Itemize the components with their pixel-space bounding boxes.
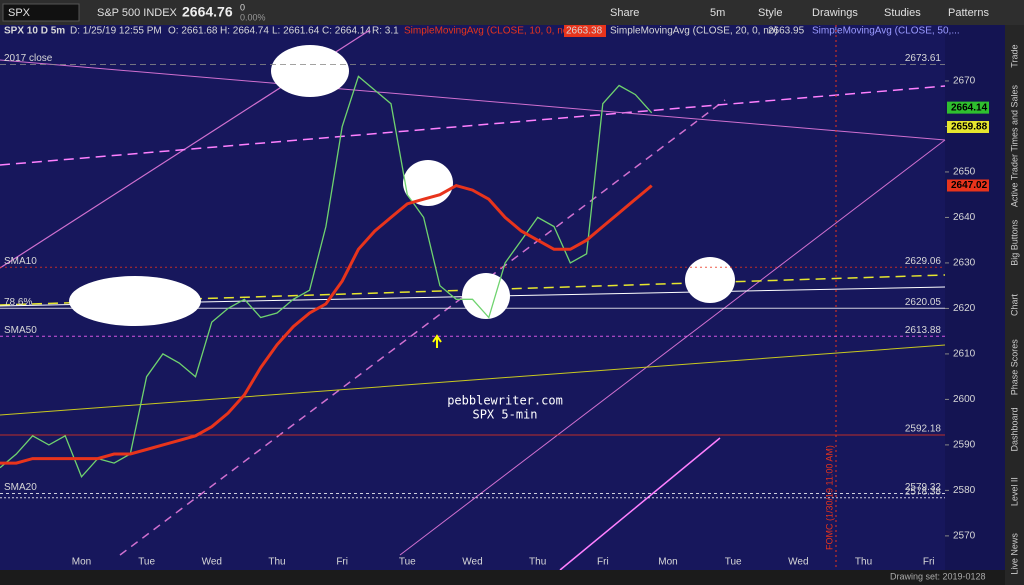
- level-value: 2579.32: [905, 482, 942, 493]
- side-tab[interactable]: Phase Scores: [1009, 339, 1019, 396]
- x-tick-label: Mon: [658, 557, 677, 568]
- footer: [0, 570, 1005, 585]
- price-marker: [947, 101, 989, 114]
- share-button[interactable]: Share: [610, 7, 639, 19]
- x-tick-label: Tue: [138, 557, 155, 568]
- study: SimpleMovingAvg (CLOSE, 20, 0, no): [610, 26, 778, 37]
- side-tab[interactable]: Chart: [1009, 294, 1019, 317]
- x-tick-label: Fri: [597, 557, 609, 568]
- y-tick-label: 2670: [953, 76, 976, 87]
- symbol[interactable]: SPX: [8, 7, 31, 19]
- x-tick-label: Tue: [399, 557, 416, 568]
- price-marker: [947, 120, 989, 133]
- close: C: 2664.14: [322, 26, 371, 37]
- y-tick-label: 2620: [953, 303, 976, 314]
- y-tick-label: 2640: [953, 212, 976, 223]
- drawings: [0, 25, 946, 571]
- study-value-bg: [564, 25, 606, 37]
- y-tick-label: 2610: [953, 349, 976, 360]
- last-price: 2664.76: [182, 4, 233, 20]
- header-line: SPX 10 D 5m D: 1/25/19 12:55 PM O: 2661.…: [4, 25, 960, 37]
- y-tick-label: 2630: [953, 258, 976, 269]
- interval-button[interactable]: 5m: [710, 7, 725, 19]
- annotation: SPX 5-min: [472, 408, 537, 422]
- x-tick-label: Fri: [923, 557, 935, 568]
- date: D: 1/25/19 12:55 PM: [70, 26, 162, 37]
- level-name: 2017 close: [4, 53, 53, 64]
- change: 0: [240, 2, 245, 12]
- x-tick-label: Thu: [529, 557, 546, 568]
- level-value: 2578.38: [905, 486, 942, 497]
- side-tab[interactable]: Dashboard: [1009, 407, 1019, 451]
- change-pct: 0.00%: [240, 12, 266, 22]
- x-tick-label: Thu: [268, 557, 285, 568]
- studies-button[interactable]: Studies: [884, 7, 921, 19]
- symbol-box[interactable]: [2, 3, 80, 22]
- x-tick-label: Tue: [725, 557, 742, 568]
- side-tabs: [1005, 25, 1024, 585]
- level-value: 2620.05: [905, 297, 942, 308]
- chart-name: SPX 10 D 5m: [4, 26, 65, 37]
- annotation: pebblewriter.com: [447, 394, 563, 408]
- description: S&P 500 INDEX: [97, 7, 178, 19]
- x-tick-label: Mon: [72, 557, 91, 568]
- level-value: 2673.61: [905, 53, 942, 64]
- level-name: SMA20: [4, 482, 37, 493]
- level-value: 2592.18: [905, 424, 942, 435]
- level-value: 2613.88: [905, 325, 942, 336]
- x-tick-label: Wed: [788, 557, 808, 568]
- open: O: 2661.68: [168, 26, 218, 37]
- study-value: 2663.95: [768, 26, 805, 37]
- price-marker-label: 2647.02: [951, 180, 988, 191]
- drawing-set: Drawing set: 2019-0128: [890, 571, 986, 581]
- low: L: 2661.64: [272, 26, 320, 37]
- y-tick-label: 2600: [953, 394, 976, 405]
- y-tick-label: 2650: [953, 167, 976, 178]
- patterns-button[interactable]: Patterns: [948, 7, 989, 19]
- series-line: [0, 75, 653, 479]
- x-tick-label: Wed: [462, 557, 482, 568]
- y-tick-label: 2570: [953, 531, 976, 542]
- style-button[interactable]: Style: [758, 7, 782, 19]
- level-name: 78.6%: [4, 297, 32, 308]
- range: R: 3.1: [372, 26, 399, 37]
- x-tick-label: Thu: [855, 557, 872, 568]
- level-value: 2629.06: [905, 256, 942, 267]
- side-tab[interactable]: Big Buttons: [1009, 219, 1019, 266]
- x-tick-label: Fri: [336, 557, 348, 568]
- side-tab[interactable]: Trade: [1009, 45, 1019, 68]
- study: SimpleMovingAvg (CLOSE, 50,...: [812, 26, 960, 37]
- y-tick-label: 2580: [953, 485, 976, 496]
- level-name: SMA50: [4, 325, 37, 336]
- price-marker: [947, 179, 989, 192]
- toolbar: [0, 0, 1024, 25]
- drawings-button[interactable]: Drawings: [812, 7, 858, 19]
- price-axis: [945, 25, 1005, 570]
- study-value: 2663.38: [566, 26, 603, 37]
- series-line: [0, 183, 653, 465]
- high: H: 2664.74: [220, 26, 269, 37]
- price-marker-label: 2659.88: [951, 122, 988, 133]
- side-tab[interactable]: Active Trader: [1009, 154, 1019, 207]
- level-name: SMA10: [4, 256, 37, 267]
- price-marker-label: 2664.14: [951, 102, 988, 113]
- x-tick-label: Wed: [202, 557, 222, 568]
- side-tab[interactable]: Times and Sales: [1009, 84, 1019, 151]
- y-tick-label: 2590: [953, 440, 976, 451]
- side-tab[interactable]: Live News: [1009, 533, 1019, 575]
- study: SimpleMovingAvg (CLOSE, 10, 0, no): [404, 26, 572, 37]
- side-tab[interactable]: Level II: [1009, 477, 1019, 506]
